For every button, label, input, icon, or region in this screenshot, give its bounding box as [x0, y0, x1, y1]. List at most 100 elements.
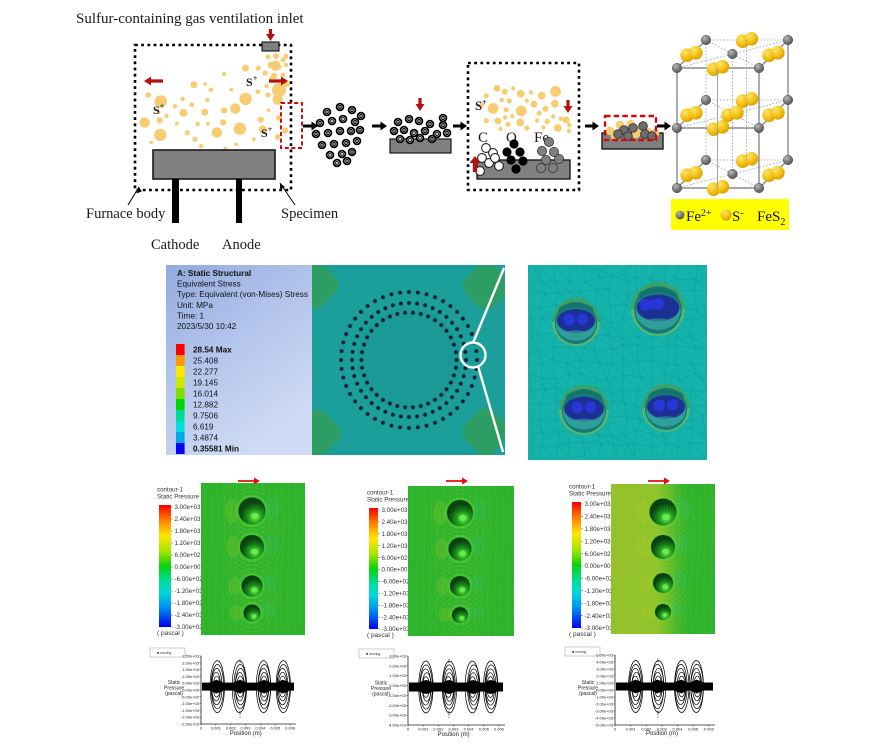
svg-text:FeS2: FeS2 — [757, 209, 785, 228]
svg-text:-3.00e+03: -3.00e+03 — [175, 624, 204, 631]
svg-text:S+: S+ — [261, 125, 273, 140]
svg-text:0.005: 0.005 — [479, 727, 490, 732]
svg-text:0.002: 0.002 — [641, 727, 652, 732]
svg-text:Cathode: Cathode — [151, 237, 199, 253]
svg-text:0.00e+00: 0.00e+00 — [182, 688, 200, 693]
svg-text:0.00e+00: 0.00e+00 — [175, 564, 202, 571]
svg-text:-1.00e+03: -1.00e+03 — [595, 695, 614, 700]
svg-text:-2.50e+03: -2.50e+03 — [181, 722, 200, 727]
svg-text:-1.20e+03: -1.20e+03 — [585, 588, 614, 595]
svg-text:-2.40e+03: -2.40e+03 — [585, 613, 614, 620]
svg-text:0.005: 0.005 — [270, 726, 281, 731]
svg-text:-1.00e+03: -1.00e+03 — [388, 693, 407, 698]
svg-text:S+: S+ — [246, 74, 258, 89]
svg-text:Pressure: Pressure — [371, 686, 391, 692]
svg-text:-4.00e+03: -4.00e+03 — [388, 723, 407, 728]
svg-text:■ moving: ■ moving — [572, 650, 586, 654]
svg-text:0: 0 — [407, 727, 410, 732]
svg-text:(pascal): (pascal) — [372, 692, 390, 698]
svg-text:2.00e+03: 2.00e+03 — [389, 663, 407, 668]
svg-text:-5.00e+02: -5.00e+02 — [181, 694, 200, 699]
svg-text:0.001: 0.001 — [211, 726, 222, 731]
svg-text:0.00e+00: 0.00e+00 — [585, 563, 612, 570]
svg-text:0.001: 0.001 — [626, 727, 637, 732]
svg-text:6.00e+02: 6.00e+02 — [585, 551, 612, 558]
svg-text:S+: S+ — [153, 102, 165, 117]
svg-text:Sulfur-containing gas ventilat: Sulfur-containing gas ventilation inlet — [76, 11, 304, 27]
svg-text:-1.80e+03: -1.80e+03 — [382, 602, 411, 609]
svg-text:2023/5/30 10:42: 2023/5/30 10:42 — [177, 322, 237, 331]
svg-text:-1.00e+03: -1.00e+03 — [181, 701, 200, 706]
svg-text:C: C — [478, 130, 488, 146]
svg-text:Unit: MPa: Unit: MPa — [177, 301, 213, 310]
svg-text:Type: Equivalent (von-Mises) S: Type: Equivalent (von-Mises) Stress — [177, 290, 308, 299]
svg-text:2.40e+03: 2.40e+03 — [585, 514, 612, 521]
svg-text:A: Static Structural: A: Static Structural — [177, 269, 251, 278]
svg-text:-1.20e+03: -1.20e+03 — [382, 591, 411, 598]
svg-text:0.004: 0.004 — [464, 727, 475, 732]
svg-text:0.002: 0.002 — [433, 727, 444, 732]
svg-text:Time: 1: Time: 1 — [177, 311, 204, 320]
svg-text:0.006: 0.006 — [494, 727, 505, 732]
svg-text:(pascal): (pascal) — [165, 691, 183, 697]
svg-text:0.00e+00: 0.00e+00 — [389, 683, 407, 688]
svg-text:Furnace body: Furnace body — [86, 206, 166, 222]
svg-text:Position (m): Position (m) — [646, 731, 678, 737]
svg-text:22.277: 22.277 — [193, 368, 218, 377]
svg-text:25.408: 25.408 — [193, 357, 218, 366]
svg-text:6.00e+02: 6.00e+02 — [175, 552, 202, 559]
svg-text:2.00e+03: 2.00e+03 — [182, 660, 200, 665]
svg-text:12.882: 12.882 — [193, 401, 218, 410]
svg-text:1.00e+03: 1.00e+03 — [596, 681, 614, 686]
svg-text:Pressure: Pressure — [164, 686, 184, 692]
svg-text:-6.00e+02: -6.00e+02 — [175, 576, 204, 583]
svg-text:0: 0 — [614, 727, 617, 732]
svg-text:-4.00e+03: -4.00e+03 — [595, 716, 614, 721]
svg-text:19.145: 19.145 — [193, 379, 218, 388]
svg-text:Equivalent Stress: Equivalent Stress — [177, 280, 241, 289]
svg-text:0.00e+00: 0.00e+00 — [382, 567, 409, 574]
svg-text:■ moving: ■ moving — [366, 652, 380, 656]
svg-text:-1.50e+03: -1.50e+03 — [181, 708, 200, 713]
svg-text:6.619: 6.619 — [193, 423, 214, 432]
svg-text:Static: Static — [582, 680, 595, 686]
svg-text:Static Pressure: Static Pressure — [367, 497, 410, 504]
svg-text:0.004: 0.004 — [255, 726, 266, 731]
svg-text:3.4874: 3.4874 — [193, 434, 218, 443]
svg-text:0.005: 0.005 — [688, 727, 699, 732]
svg-text:-2.00e+03: -2.00e+03 — [181, 715, 200, 720]
svg-text:3.00e+03: 3.00e+03 — [175, 504, 202, 511]
svg-text:( pascal ): ( pascal ) — [569, 631, 596, 638]
svg-text:-3.00e+03: -3.00e+03 — [382, 626, 411, 633]
svg-text:0.003: 0.003 — [240, 726, 251, 731]
svg-text:-1.80e+03: -1.80e+03 — [585, 600, 614, 607]
svg-text:1.80e+03: 1.80e+03 — [382, 531, 409, 538]
svg-text:2.50e+03: 2.50e+03 — [182, 654, 200, 659]
svg-text:( pascal ): ( pascal ) — [157, 630, 184, 637]
svg-text:5.00e+02: 5.00e+02 — [182, 681, 200, 686]
svg-text:-2.00e+03: -2.00e+03 — [388, 703, 407, 708]
svg-text:contour-1: contour-1 — [569, 484, 596, 491]
svg-text:Specimen: Specimen — [281, 206, 339, 222]
svg-text:Static: Static — [375, 681, 388, 687]
svg-text:4.00e+03: 4.00e+03 — [596, 660, 614, 665]
svg-text:Position (m): Position (m) — [230, 731, 262, 737]
svg-text:-1.80e+03: -1.80e+03 — [175, 600, 204, 607]
svg-text:0: 0 — [200, 726, 203, 731]
svg-text:3.00e+03: 3.00e+03 — [382, 507, 409, 514]
svg-text:-6.00e+02: -6.00e+02 — [382, 579, 411, 586]
svg-text:( pascal ): ( pascal ) — [367, 632, 394, 639]
svg-text:2.40e+03: 2.40e+03 — [382, 519, 409, 526]
svg-text:S-: S- — [732, 208, 744, 225]
svg-text:-6.00e+02: -6.00e+02 — [585, 576, 614, 583]
svg-text:1.20e+03: 1.20e+03 — [382, 543, 409, 550]
svg-text:contour-1: contour-1 — [367, 490, 394, 497]
svg-text:0.003: 0.003 — [448, 727, 459, 732]
svg-text:5.00e+03: 5.00e+03 — [596, 653, 614, 658]
svg-text:0.002: 0.002 — [226, 726, 237, 731]
svg-text:1.20e+03: 1.20e+03 — [175, 540, 202, 547]
svg-text:0.003: 0.003 — [657, 727, 668, 732]
svg-text:1.00e+03: 1.00e+03 — [182, 674, 200, 679]
svg-text:(pascal): (pascal) — [579, 691, 597, 697]
svg-text:1.20e+03: 1.20e+03 — [585, 538, 612, 545]
